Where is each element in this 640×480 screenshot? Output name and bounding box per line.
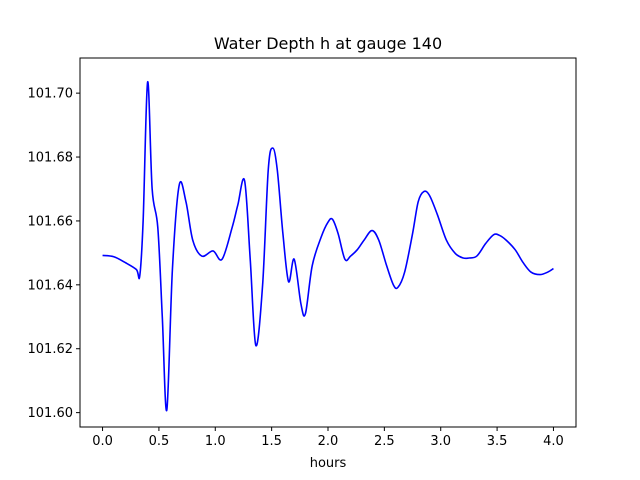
x-axis-label: hours <box>310 456 347 471</box>
series-line-0 <box>102 81 554 412</box>
x-tick-label: 1.5 <box>261 434 282 449</box>
x-tick-label: 2.5 <box>374 434 395 449</box>
y-tick-label: 101.70 <box>28 87 74 102</box>
y-tick-label: 101.68 <box>28 151 74 166</box>
x-tick-label: 2.0 <box>318 434 339 449</box>
x-tick-label: 0.0 <box>92 434 113 449</box>
y-tick-label: 101.60 <box>28 406 74 421</box>
plot-series <box>102 81 554 412</box>
y-axis-ticks: 101.60 101.62 101.64 101.66 101.68 101.70 <box>28 87 80 421</box>
x-tick-label: 4.0 <box>543 434 564 449</box>
axes-frame <box>79 57 577 428</box>
x-tick-label: 0.5 <box>149 434 170 449</box>
x-tick-label: 3.5 <box>487 434 508 449</box>
x-tick-label: 1.0 <box>205 434 226 449</box>
x-tick-label: 3.0 <box>430 434 451 449</box>
y-tick-label: 101.66 <box>28 214 74 229</box>
y-tick-label: 101.62 <box>28 342 74 357</box>
y-tick-label: 101.64 <box>28 278 74 293</box>
chart-title: Water Depth h at gauge 140 <box>214 34 442 53</box>
x-axis-ticks: 0.0 0.5 1.0 1.5 2.0 2.5 3.0 3.5 4.0 <box>92 427 564 449</box>
